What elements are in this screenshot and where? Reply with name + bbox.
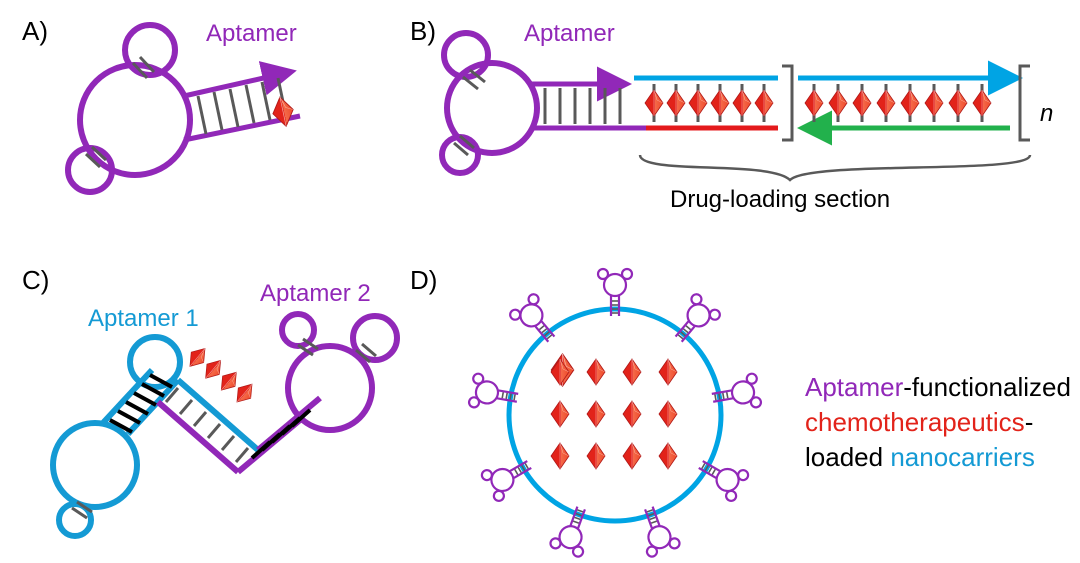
diagram-svg bbox=[0, 0, 1080, 563]
panel-c bbox=[53, 314, 397, 536]
panel-b bbox=[442, 33, 1030, 180]
panel-d bbox=[468, 269, 761, 558]
panel-a bbox=[68, 25, 300, 192]
